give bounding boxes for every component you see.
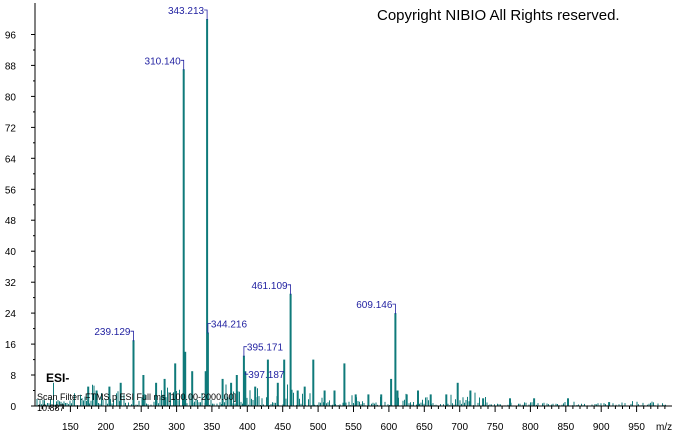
peak-label: 397.187 xyxy=(248,370,285,381)
y-tick-label: 64 xyxy=(5,154,17,165)
x-tick-label: 650 xyxy=(416,422,433,433)
peak-label-leader xyxy=(243,346,247,357)
x-axis-label: m/z xyxy=(656,422,672,433)
peak-label-group: 239.129 xyxy=(94,327,134,342)
peak-label: 343.213 xyxy=(168,6,205,17)
peak-label-leader xyxy=(244,372,249,375)
base-intensity-value: 10.887 xyxy=(37,403,65,413)
peak-label-group: 461.109 xyxy=(251,281,292,295)
peak-label-leader xyxy=(130,330,134,342)
x-tick-label: 150 xyxy=(62,422,79,433)
peak-label-group: 344.216 xyxy=(207,320,248,334)
x-tick-label: 800 xyxy=(522,422,539,433)
y-tick-label: 96 xyxy=(5,31,17,42)
y-tick-label: 88 xyxy=(5,61,17,72)
y-tick-label: 72 xyxy=(5,123,17,134)
peak-label-leader xyxy=(207,323,211,334)
x-tick-label: 300 xyxy=(168,422,185,433)
y-tick-label: 56 xyxy=(5,185,17,196)
peak-label-group: 310.140 xyxy=(145,56,185,71)
scan-filter-text: Scan Filter: FTMS p ESI Full ms [100.00-… xyxy=(37,392,236,402)
y-tick-label: 80 xyxy=(5,92,17,103)
x-tick-label: 850 xyxy=(557,422,574,433)
x-tick-label: 500 xyxy=(310,422,327,433)
x-tick-label: 550 xyxy=(345,422,362,433)
peak-label-leader xyxy=(204,9,208,20)
x-axis-ticks: 150 200 250 300 350 400 450 500 550 600 650 700 750 8… xyxy=(41,406,666,433)
peak-label-group: 397.187 xyxy=(244,370,285,381)
y-tick-label: 48 xyxy=(5,216,17,227)
peak-label: 344.216 xyxy=(211,320,248,331)
peak-label: 609.146 xyxy=(356,300,393,311)
peak-label-group: 395.171 xyxy=(243,343,284,357)
peak-label: 310.140 xyxy=(145,56,182,67)
peak-label: 395.171 xyxy=(247,343,284,354)
peak-label: 239.129 xyxy=(94,327,131,338)
x-tick-label: 400 xyxy=(239,422,256,433)
x-tick-label: 200 xyxy=(97,422,114,433)
peak-label-group: 343.213 xyxy=(168,6,208,20)
peak-series xyxy=(87,19,611,406)
y-tick-label: 8 xyxy=(10,371,16,382)
peak-label: 461.109 xyxy=(251,281,288,292)
peak-label-leader xyxy=(180,59,185,71)
peak-label-leader xyxy=(287,284,292,295)
y-tick-label: 32 xyxy=(5,278,17,289)
x-tick-label: 450 xyxy=(274,422,291,433)
peak-label-group: 609.146 xyxy=(356,300,396,315)
x-tick-label: 600 xyxy=(381,422,398,433)
x-tick-label: 750 xyxy=(487,422,504,433)
y-axis-ticks: 0 8 16 24 32 40 48 56 64 72 80 88 96 xyxy=(5,31,35,413)
y-tick-label: 16 xyxy=(5,340,17,351)
peak-label-leader xyxy=(392,303,396,315)
x-tick-label: 950 xyxy=(628,422,645,433)
y-tick-label: 40 xyxy=(5,247,17,258)
x-tick-label: 350 xyxy=(204,422,221,433)
y-tick-label: 0 xyxy=(10,402,16,413)
y-tick-label: 24 xyxy=(5,309,17,320)
x-tick-label: 250 xyxy=(133,422,150,433)
peak-labels: 343.213 310.140 461.109 609.146 344.216 239.1… xyxy=(94,6,396,381)
copyright-notice: Copyright NIBIO All Rights reserved. xyxy=(377,7,620,24)
x-tick-label: 900 xyxy=(593,422,610,433)
axes xyxy=(34,3,672,407)
x-tick-label: 700 xyxy=(451,422,468,433)
ion-mode-label: ESI- xyxy=(46,371,69,385)
